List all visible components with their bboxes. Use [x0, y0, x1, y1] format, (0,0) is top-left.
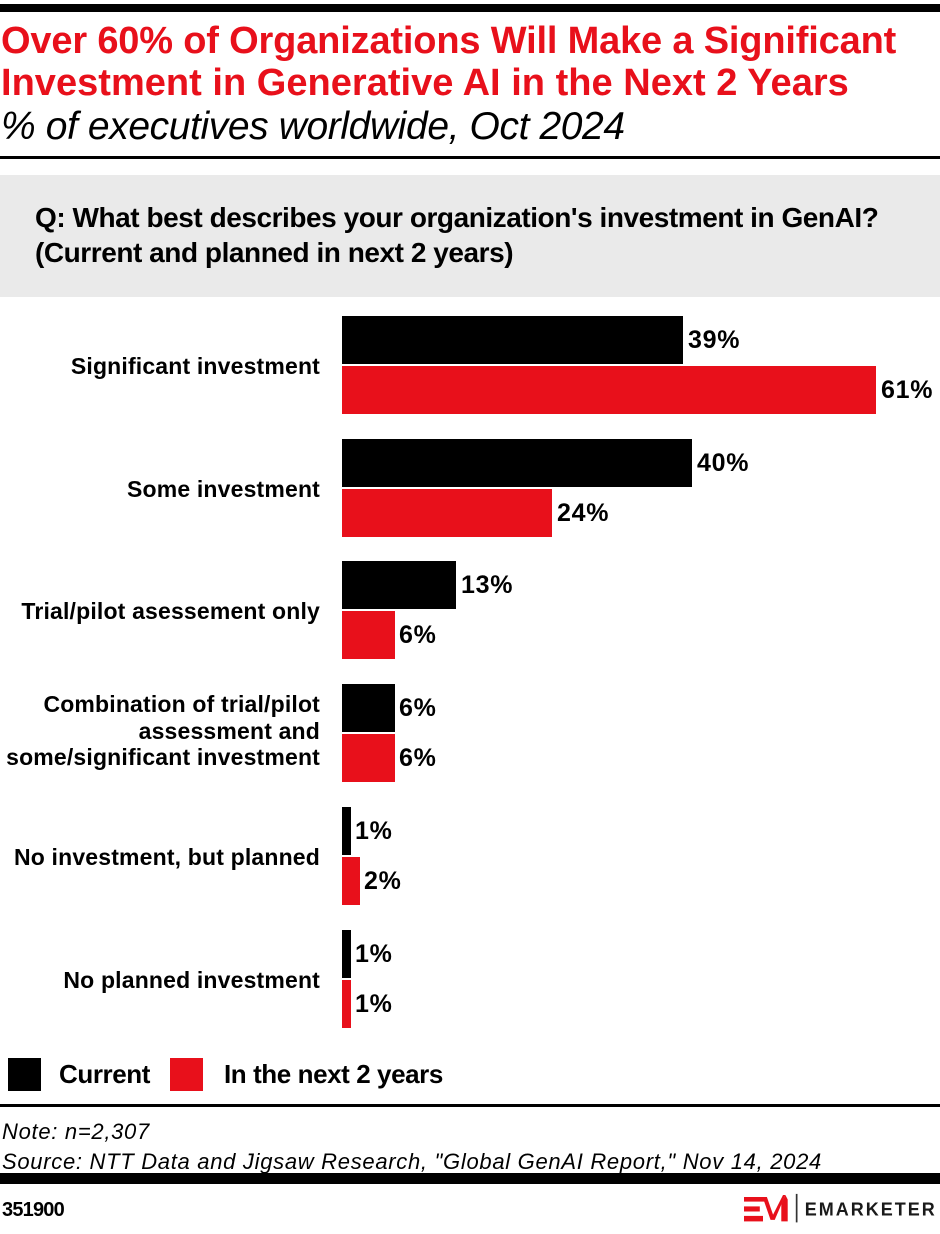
svg-text:EMARKETER: EMARKETER — [805, 1200, 937, 1220]
